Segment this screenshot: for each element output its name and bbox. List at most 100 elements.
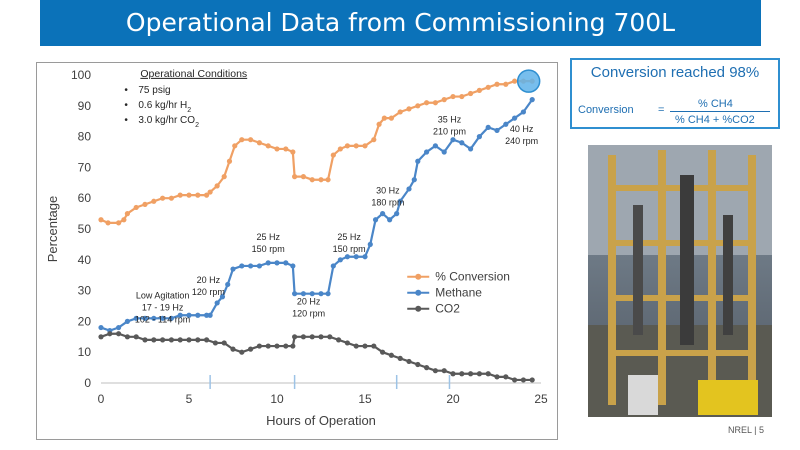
conditions-item: 75 psig <box>138 85 170 96</box>
data-point <box>168 337 174 343</box>
data-point <box>274 146 280 152</box>
data-point <box>503 81 509 87</box>
data-point <box>274 260 280 266</box>
data-point <box>344 340 350 346</box>
data-point <box>309 177 315 183</box>
data-point <box>344 254 350 260</box>
data-point <box>512 377 518 383</box>
callout-title: Conversion reached 98% <box>590 64 760 81</box>
legend-swatch-marker <box>415 305 422 312</box>
data-point <box>177 312 183 318</box>
x-tick-label: 25 <box>534 392 548 406</box>
data-point <box>121 217 127 223</box>
data-point <box>397 355 403 361</box>
data-point <box>432 143 438 149</box>
data-point <box>476 87 482 93</box>
data-point <box>256 140 262 146</box>
y-tick-label: 70 <box>78 160 92 174</box>
conditions-heading: Operational Conditions <box>140 68 247 80</box>
data-point <box>424 149 430 155</box>
y-tick-label: 80 <box>78 130 92 144</box>
data-point <box>186 337 192 343</box>
y-tick-label: 10 <box>78 345 92 359</box>
data-point <box>151 315 157 321</box>
data-point <box>105 220 111 226</box>
data-point <box>219 294 226 300</box>
data-point <box>387 217 393 223</box>
data-point <box>274 343 280 349</box>
data-point <box>388 352 394 358</box>
conditions-subscript: 2 <box>195 121 199 128</box>
data-point <box>476 371 482 377</box>
data-point <box>424 365 430 371</box>
data-point <box>265 343 271 349</box>
speed-annotation: 17 - 19 Hz <box>142 302 184 312</box>
y-tick-label: 60 <box>78 191 92 205</box>
legend-swatch-marker <box>415 289 422 296</box>
legend-label: CO2 <box>435 302 460 316</box>
speed-annotation: 210 rpm <box>433 127 466 137</box>
data-point <box>214 183 220 189</box>
data-point <box>397 198 403 204</box>
data-point <box>290 263 296 269</box>
data-point <box>226 158 233 164</box>
data-point <box>380 349 386 355</box>
data-point <box>133 204 139 211</box>
data-point <box>177 337 183 343</box>
slide-title: Operational Data from Commissioning 700L <box>40 0 761 46</box>
data-point <box>124 318 130 324</box>
data-point <box>204 192 210 198</box>
formula-denominator: % CH4 + %CO2 <box>675 114 755 126</box>
data-point <box>344 143 350 149</box>
speed-annotation: 25 Hz <box>256 232 280 242</box>
data-point <box>330 263 336 269</box>
data-point <box>300 174 306 180</box>
data-point <box>160 195 166 201</box>
data-point <box>98 334 104 340</box>
data-point <box>309 291 315 297</box>
y-tick-label: 40 <box>78 253 92 267</box>
data-point <box>381 115 387 121</box>
data-point <box>116 324 122 331</box>
speed-annotation: 102 - 114 rpm <box>135 314 190 324</box>
data-point <box>512 78 518 84</box>
data-point <box>142 201 148 207</box>
reactor-photo-illustration <box>588 145 772 417</box>
conditions-bullet: • <box>124 115 128 126</box>
speed-annotation: 150 rpm <box>252 244 285 254</box>
data-point <box>367 241 373 247</box>
data-point <box>441 149 447 155</box>
speed-annotation: 120 rpm <box>292 308 325 318</box>
data-point <box>160 337 166 343</box>
data-point <box>195 312 201 318</box>
data-point <box>225 281 231 288</box>
x-tick-label: 10 <box>270 392 284 406</box>
y-tick-label: 90 <box>78 99 92 113</box>
data-point <box>151 198 157 204</box>
conditions-bullet: • <box>124 85 128 96</box>
data-point <box>265 260 271 266</box>
data-point <box>459 93 465 100</box>
conditions-item: 0.6 kg/hr H2 <box>138 100 191 114</box>
data-point <box>441 368 447 374</box>
data-point <box>441 97 447 103</box>
data-point <box>450 371 456 377</box>
data-point <box>336 337 342 343</box>
data-point <box>450 93 456 100</box>
formula-label: Conversion <box>578 104 634 116</box>
data-point <box>204 337 210 343</box>
data-point <box>371 137 377 143</box>
data-point <box>372 217 379 223</box>
data-point <box>362 343 368 349</box>
data-point <box>468 146 474 152</box>
speed-annotation: 240 rpm <box>505 136 538 146</box>
data-point <box>371 343 377 349</box>
data-point <box>292 174 298 180</box>
data-point <box>239 349 245 355</box>
data-point <box>406 358 412 365</box>
data-point <box>362 143 368 149</box>
data-point <box>450 137 456 143</box>
series-line <box>100 332 533 382</box>
data-point <box>300 334 306 340</box>
speed-annotation: 20 Hz <box>297 296 321 306</box>
